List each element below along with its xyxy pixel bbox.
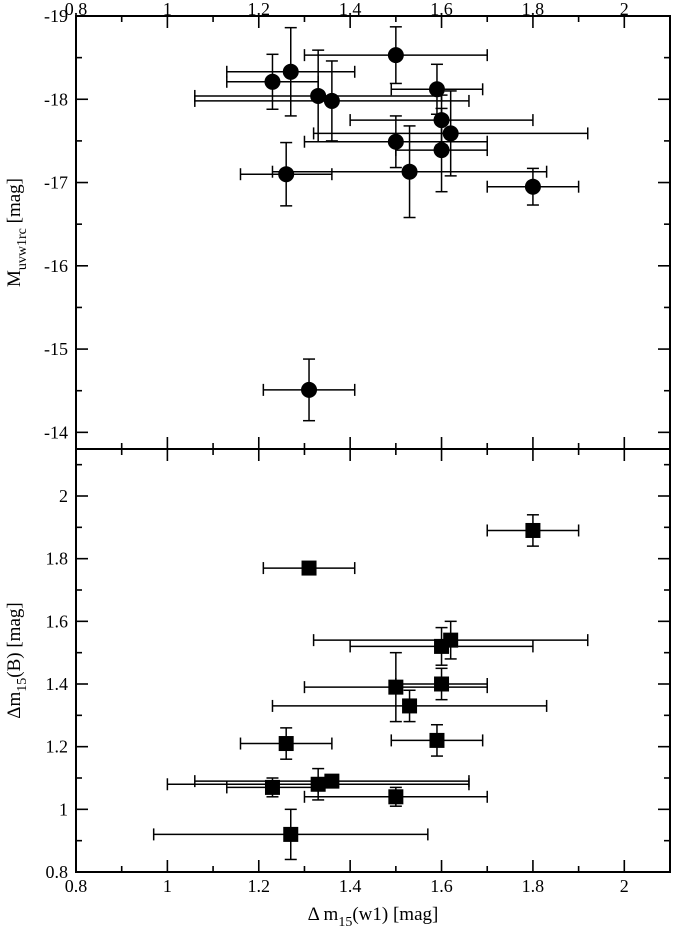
square-marker xyxy=(388,679,404,695)
x-tick-label-top: 1.4 xyxy=(339,0,362,19)
data-point xyxy=(390,63,484,116)
square-marker xyxy=(434,676,450,692)
x-tick-label-top: 1 xyxy=(163,0,172,19)
circle-marker xyxy=(264,73,281,90)
y-axis-title-tail: (B) [mag] xyxy=(4,602,25,677)
data-point xyxy=(303,115,488,169)
circle-marker xyxy=(442,125,459,142)
y-axis-title-sub: 15 xyxy=(15,678,30,692)
data-point xyxy=(239,727,333,760)
y-tick-label: -17 xyxy=(44,173,68,193)
square-marker xyxy=(283,826,299,842)
x-tick-label: 1.4 xyxy=(339,876,362,896)
circle-marker xyxy=(323,92,340,109)
data-point xyxy=(390,723,484,757)
circle-marker xyxy=(433,142,450,159)
y-axis-title-tail: [mag] xyxy=(4,178,25,228)
circle-marker xyxy=(524,178,541,195)
y-tick-label: 1.2 xyxy=(46,737,69,757)
square-marker xyxy=(324,773,340,789)
x-axis-title-tail: (w1) [mag] xyxy=(352,904,438,925)
circle-marker xyxy=(310,87,327,104)
circle-marker xyxy=(401,163,418,180)
data-point xyxy=(226,777,319,798)
x-tick-label: 1.8 xyxy=(522,876,545,896)
x-tick-label: 1.2 xyxy=(248,876,271,896)
circle-marker xyxy=(278,166,295,183)
x-tick-label-top: 0.8 xyxy=(65,0,88,19)
x-axis-title: Δ m15(w1) [mag] xyxy=(308,904,439,930)
x-tick-label-top: 1.8 xyxy=(522,0,545,19)
data-point xyxy=(152,808,429,861)
data-point xyxy=(239,141,333,207)
circle-marker xyxy=(387,47,404,64)
data-point xyxy=(262,358,356,422)
top-panel: -19 -18 -17 -16 -15 -14 0.8 1 1.2 1.4 1.6 1.8 2 Muvw1… xyxy=(4,0,671,450)
square-marker xyxy=(388,789,404,805)
x-tick-label: 1 xyxy=(163,876,172,896)
x-tick-label-top: 1.6 xyxy=(430,0,453,19)
data-point xyxy=(303,651,488,723)
circle-marker xyxy=(428,81,445,98)
data-point xyxy=(349,626,534,666)
data-point xyxy=(194,773,470,789)
y-axis-title: Δm15(B) [mag] xyxy=(4,602,30,718)
x-tick-label-top: 1.2 xyxy=(248,0,271,19)
y-axis-title: Muvw1rc [mag] xyxy=(4,178,30,287)
data-point xyxy=(262,560,356,576)
y-tick-label: -14 xyxy=(44,422,68,442)
y-axis-title-main: Δm xyxy=(4,692,25,719)
circle-marker xyxy=(301,381,318,398)
y-tick-label: -15 xyxy=(44,339,68,359)
bottom-panel: 0.811.21.41.61.820.8 1 1.2 1.4 1.6 1.8 2Δm15(B… xyxy=(4,448,671,930)
data-point xyxy=(271,689,548,723)
y-tick-label: -18 xyxy=(44,89,68,109)
y-tick-label: -16 xyxy=(44,256,68,276)
plot-frame xyxy=(75,448,671,873)
y-tick-label: 0.8 xyxy=(46,862,69,882)
square-marker xyxy=(278,736,294,752)
x-axis-title-sub: 15 xyxy=(338,915,352,930)
data-point xyxy=(303,786,488,807)
y-tick-label: 1.4 xyxy=(46,674,69,694)
y-tick-label: 2 xyxy=(59,486,68,506)
square-marker xyxy=(264,779,280,795)
data-point xyxy=(486,514,580,547)
x-axis-title-main: Δ m xyxy=(308,904,339,925)
square-marker xyxy=(434,638,450,654)
data-point xyxy=(395,107,488,193)
x-tick-label-top: 2 xyxy=(620,0,629,19)
data-point xyxy=(312,620,589,660)
data-point xyxy=(194,60,470,142)
square-marker xyxy=(301,560,317,576)
y-axis-title-sub: uvw1rc xyxy=(15,228,30,270)
data-point xyxy=(226,53,319,111)
circle-marker xyxy=(387,133,404,150)
y-tick-label: 1.6 xyxy=(46,611,69,631)
data-point xyxy=(486,167,580,206)
square-marker xyxy=(525,522,541,538)
plot-frame xyxy=(75,15,671,450)
y-tick-label: 1 xyxy=(59,799,68,819)
x-tick-label: 2 xyxy=(620,876,629,896)
y-axis-title-main: M xyxy=(4,270,25,287)
circle-marker xyxy=(282,63,299,80)
data-point xyxy=(194,49,443,143)
x-tick-label: 1.6 xyxy=(430,876,453,896)
x-tick-label: 0.8 xyxy=(65,876,88,896)
data-point xyxy=(312,90,589,177)
y-tick-label: 1.8 xyxy=(46,549,69,569)
square-marker xyxy=(429,732,445,748)
y-tick-label: -19 xyxy=(44,6,68,26)
square-marker xyxy=(402,698,418,714)
data-point xyxy=(303,26,488,85)
data-point xyxy=(271,125,548,219)
